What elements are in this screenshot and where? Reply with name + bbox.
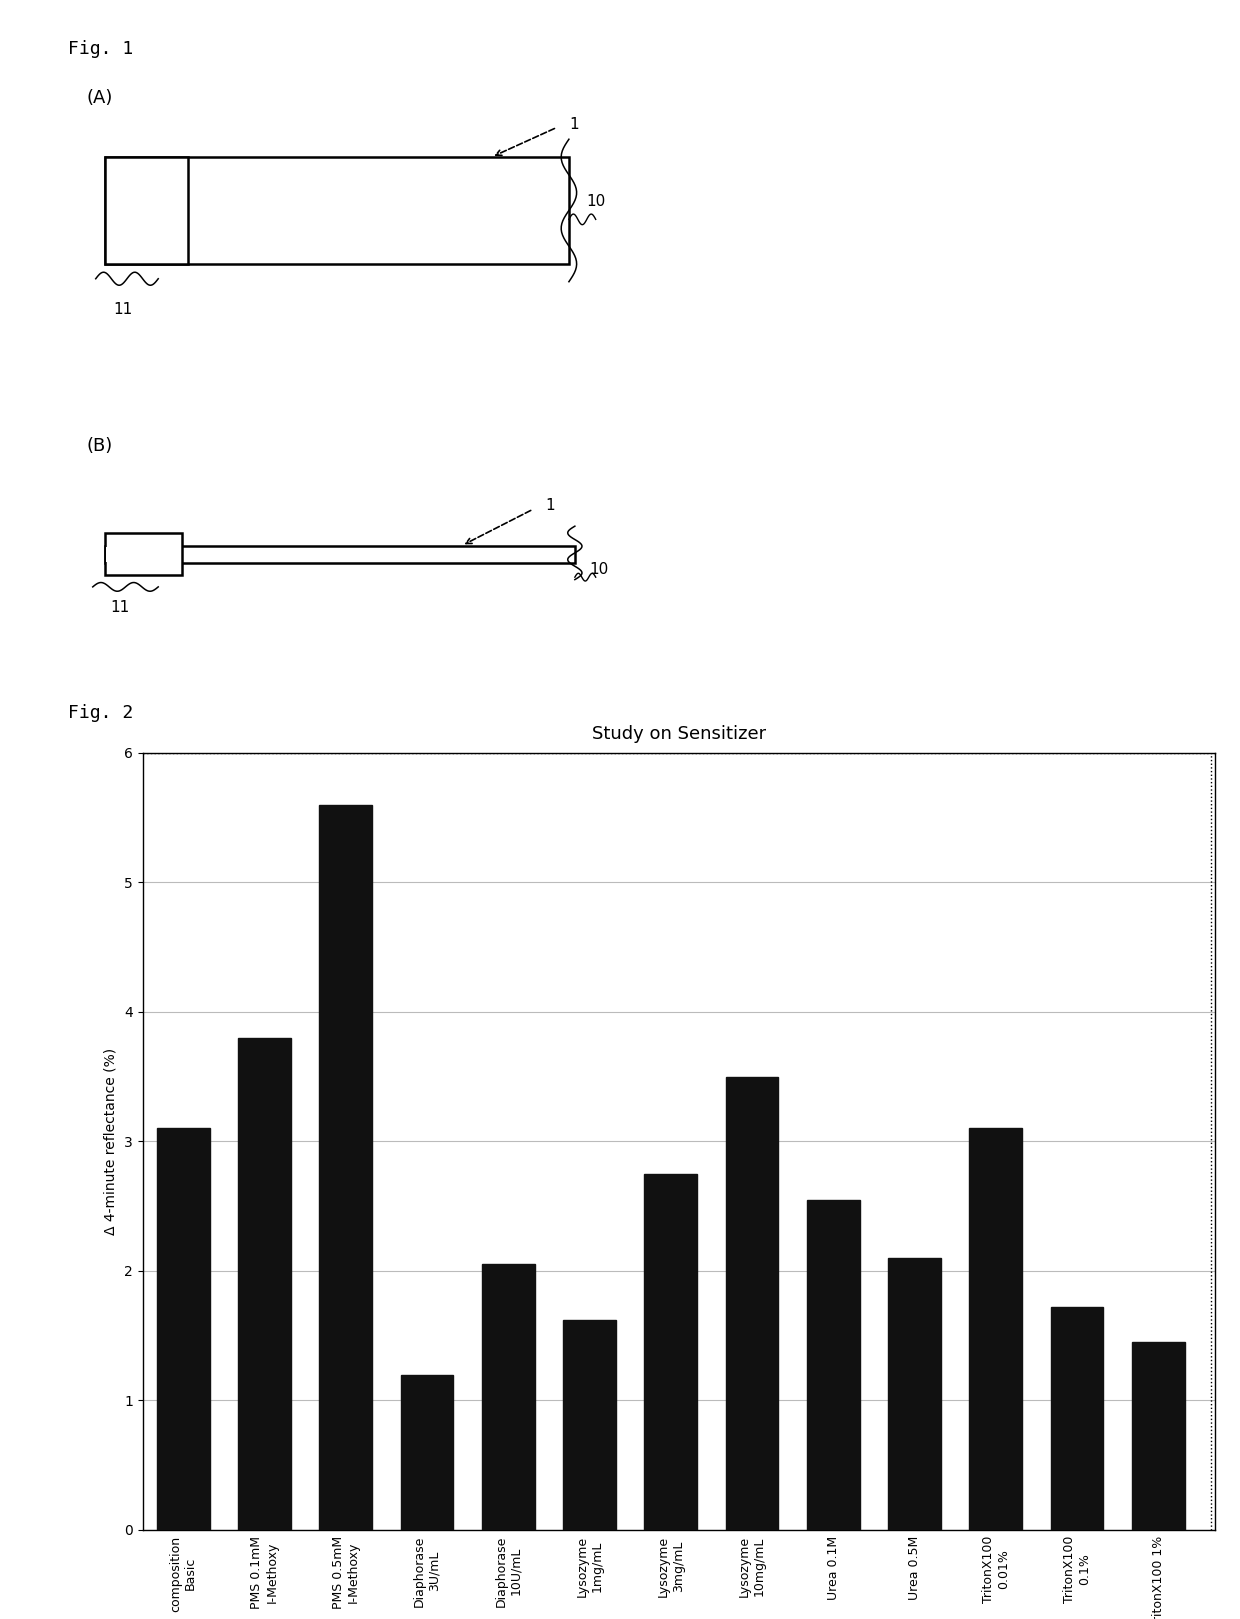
Text: 11: 11 bbox=[113, 303, 133, 317]
Bar bbox=[401, 1375, 454, 1530]
Bar bbox=[104, 546, 575, 562]
Bar bbox=[238, 1038, 291, 1530]
Bar bbox=[1132, 1342, 1184, 1530]
Bar bbox=[645, 1174, 697, 1530]
Y-axis label: Δ 4-minute reflectance (%): Δ 4-minute reflectance (%) bbox=[103, 1047, 117, 1235]
Bar bbox=[104, 157, 188, 264]
Text: Fig. 2: Fig. 2 bbox=[68, 704, 134, 722]
Bar bbox=[807, 1200, 859, 1530]
Bar bbox=[156, 1128, 210, 1530]
Text: 1: 1 bbox=[546, 499, 554, 513]
Text: (A): (A) bbox=[87, 89, 113, 107]
Bar bbox=[104, 157, 569, 264]
Bar bbox=[725, 1077, 779, 1530]
Bar bbox=[1050, 1307, 1104, 1530]
Text: 1: 1 bbox=[569, 117, 579, 131]
Bar bbox=[482, 1264, 534, 1530]
Bar bbox=[563, 1319, 616, 1530]
Text: 10: 10 bbox=[590, 562, 609, 578]
Bar bbox=[888, 1258, 941, 1530]
Bar bbox=[320, 805, 372, 1530]
Text: 11: 11 bbox=[110, 601, 129, 615]
Text: Fig. 1: Fig. 1 bbox=[68, 40, 134, 58]
Bar bbox=[105, 547, 181, 562]
Bar bbox=[104, 534, 182, 575]
Text: 10: 10 bbox=[587, 194, 606, 209]
Bar bbox=[970, 1128, 1022, 1530]
Text: (B): (B) bbox=[87, 437, 113, 455]
Title: Study on Sensitizer: Study on Sensitizer bbox=[591, 725, 766, 743]
